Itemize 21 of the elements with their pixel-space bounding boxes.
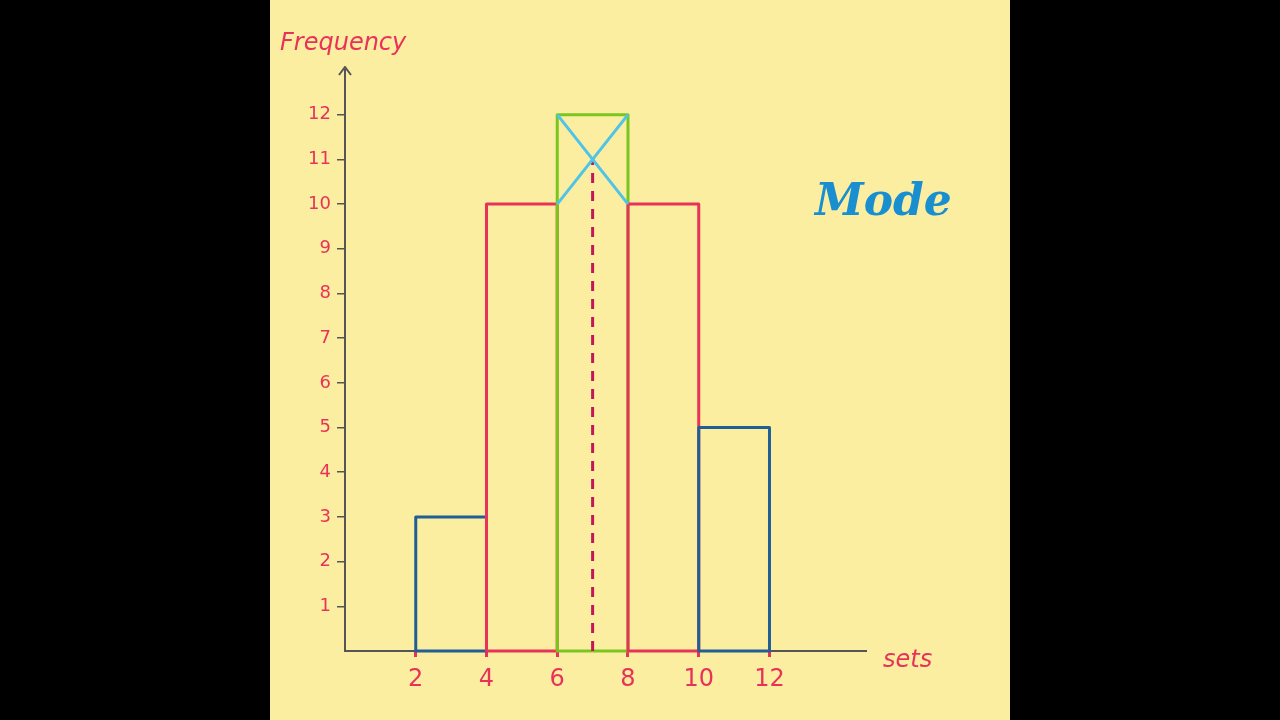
- y-tick-label: 10: [308, 191, 331, 213]
- x-tick-label: 8: [620, 663, 636, 692]
- y-tick-label: 3: [319, 504, 331, 526]
- y-tick-label: 5: [319, 415, 331, 437]
- y-tick-label: 2: [319, 549, 331, 571]
- x-tick-label: 12: [754, 663, 785, 692]
- y-tick-label: 4: [319, 459, 331, 481]
- x-tick-label: 6: [549, 663, 565, 692]
- y-tick-label: 1: [319, 593, 331, 615]
- y-tick-label: 12: [308, 102, 331, 124]
- x-tick-label: 10: [683, 663, 715, 692]
- x-tick-label: 4: [478, 663, 495, 692]
- x-axis-title: sets: [883, 645, 933, 674]
- y-tick-label: 9: [319, 236, 331, 258]
- y-tick-label: 7: [319, 325, 331, 347]
- y-tick-label: 11: [308, 147, 331, 169]
- y-tick-label: 6: [319, 370, 331, 392]
- y-axis-title: Frequency: [280, 28, 408, 56]
- x-tick-label: 2: [408, 663, 424, 692]
- y-tick-label: 8: [319, 281, 331, 303]
- annotation: Mode: [813, 174, 952, 225]
